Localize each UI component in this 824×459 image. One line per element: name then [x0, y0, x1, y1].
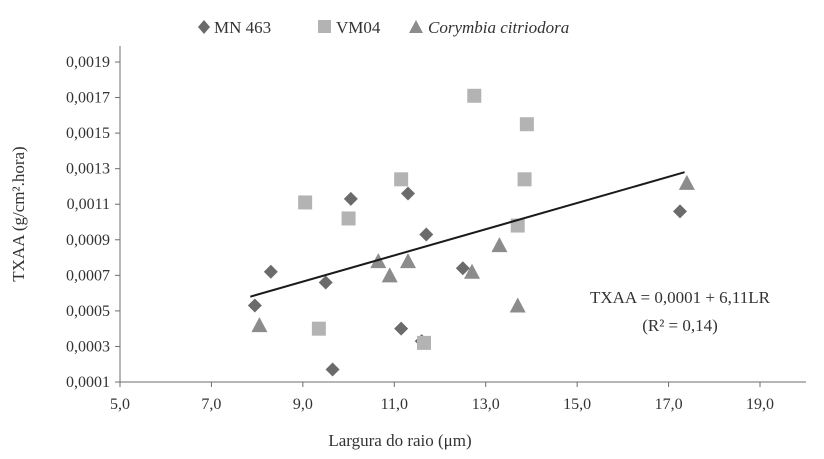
data-point-square — [311, 321, 326, 336]
y-axis-title: TXAA (g/cm².hora) — [9, 146, 28, 281]
y-tick-label: 0,0005 — [66, 303, 110, 320]
x-tick-label: 13,0 — [472, 396, 500, 413]
x-tick-label: 19,0 — [746, 396, 774, 413]
data-point-diamond — [394, 321, 409, 336]
y-tick-label: 0,0003 — [66, 338, 110, 355]
data-point-diamond — [673, 204, 687, 219]
axes: 0,0001 0,0003 0,0005 0,0007 0,0009 0,0011 0,00… — [66, 46, 806, 413]
y-tick-label: 0,0007 — [66, 267, 110, 284]
x-tick-label: 5,0 — [110, 396, 130, 413]
x-tick-label: 7,0 — [201, 396, 221, 413]
y-tick-label: 0,0001 — [66, 374, 110, 391]
x-tick-label: 9,0 — [293, 396, 313, 413]
legend-marker-diamond — [198, 20, 210, 34]
y-tick-label: 0,0011 — [67, 196, 110, 213]
data-point-diamond — [401, 186, 415, 201]
data-point-diamond — [419, 227, 434, 242]
x-axis-title: Largura do raio (μm) — [328, 431, 471, 450]
data-point-triangle — [464, 263, 480, 279]
legend-item-mn463: MN 463 — [198, 18, 271, 37]
legend-item-corymbia: Corymbia citriodora — [409, 18, 569, 37]
data-point-square — [467, 88, 482, 103]
x-tick-label: 15,0 — [563, 396, 591, 413]
regression-equation: TXAA = 0,0001 + 6,11LR — [590, 288, 771, 307]
data-point-square — [519, 117, 534, 132]
data-point-diamond — [263, 264, 278, 279]
data-point-diamond — [325, 362, 340, 377]
data-point-triangle — [381, 267, 398, 283]
x-axis-ticks: 5,0 7,0 9,0 11,0 13,0 15,0 17,0 19,0 — [110, 382, 774, 413]
data-point-triangle — [251, 317, 268, 333]
data-point-triangle — [509, 297, 526, 313]
legend-marker-triangle — [409, 20, 423, 33]
legend: MN 463 VM04 Corymbia citriodora — [198, 18, 569, 37]
data-point-square — [417, 335, 431, 350]
y-tick-label: 0,0009 — [66, 232, 110, 249]
data-point-square — [298, 195, 313, 210]
y-tick-label: 0,0019 — [66, 54, 110, 71]
legend-item-vm04: VM04 — [318, 18, 381, 37]
data-point-square — [517, 172, 532, 187]
r-squared-label: (R² = 0,14) — [642, 316, 718, 335]
data-point-square — [394, 172, 409, 187]
legend-marker-square — [318, 20, 331, 33]
data-point-diamond — [318, 275, 333, 290]
data-point-diamond — [455, 261, 470, 276]
x-tick-label: 17,0 — [655, 396, 683, 413]
data-point-diamond — [343, 191, 358, 206]
legend-label-corymbia: Corymbia citriodora — [428, 18, 569, 37]
data-point-triangle — [400, 253, 416, 269]
trendline — [250, 171, 685, 298]
y-tick-label: 0,0015 — [66, 125, 110, 142]
data-markers — [247, 88, 695, 377]
data-point-diamond — [247, 298, 262, 313]
legend-label-mn463: MN 463 — [214, 18, 271, 37]
data-point-triangle — [491, 237, 508, 253]
regression-annotation: TXAA = 0,0001 + 6,11LR (R² = 0,14) — [590, 288, 771, 335]
legend-label-vm04: VM04 — [336, 18, 381, 37]
y-tick-label: 0,0013 — [66, 161, 110, 178]
data-point-square — [341, 211, 356, 226]
y-axis-ticks: 0,0001 0,0003 0,0005 0,0007 0,0009 0,0011 0,00… — [66, 54, 120, 391]
y-tick-label: 0,0017 — [66, 90, 110, 107]
data-point-triangle — [678, 174, 695, 190]
x-tick-label: 11,0 — [381, 396, 408, 413]
